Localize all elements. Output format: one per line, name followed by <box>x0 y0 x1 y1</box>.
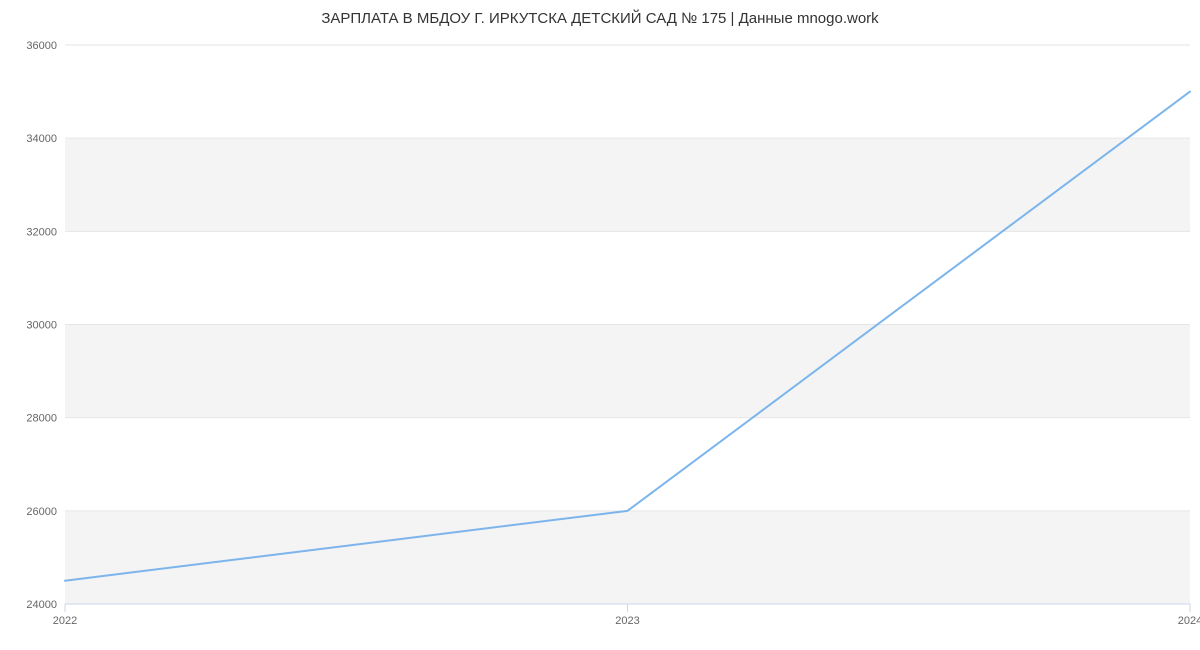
x-tick-label: 2022 <box>53 615 77 627</box>
y-tick-label: 24000 <box>26 599 57 611</box>
y-tick-label: 30000 <box>26 320 57 332</box>
chart-svg: 24000 26000 28000 30000 32000 34000 36000 2022 2… <box>0 0 1200 650</box>
x-tick-label: 2023 <box>615 615 639 627</box>
y-tick-label: 32000 <box>26 226 57 238</box>
y-tick-label: 28000 <box>26 413 57 425</box>
chart-title: ЗАРПЛАТА В МБДОУ Г. ИРКУТСКА ДЕТСКИЙ САД… <box>0 10 1200 27</box>
plot-band <box>65 511 1190 604</box>
y-tick-label: 26000 <box>26 506 57 518</box>
y-tick-label: 36000 <box>26 40 57 52</box>
y-tick-label: 34000 <box>26 133 57 145</box>
x-tick-label: 2024 <box>1178 615 1200 627</box>
salary-line-chart: ЗАРПЛАТА В МБДОУ Г. ИРКУТСКА ДЕТСКИЙ САД… <box>0 0 1200 650</box>
plot-band <box>65 325 1190 418</box>
